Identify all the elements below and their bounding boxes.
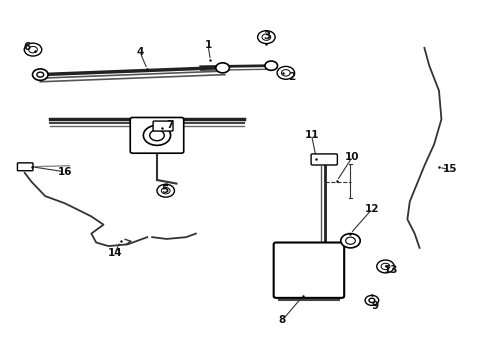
Circle shape (157, 184, 174, 197)
Text: 11: 11 (304, 130, 318, 140)
Text: 1: 1 (204, 40, 211, 50)
Circle shape (29, 46, 37, 53)
Circle shape (24, 43, 41, 56)
Text: 15: 15 (442, 164, 456, 174)
Circle shape (281, 69, 289, 76)
Text: 2: 2 (287, 72, 295, 82)
Circle shape (32, 69, 48, 80)
Circle shape (215, 63, 229, 73)
Text: 8: 8 (278, 315, 285, 325)
Text: 14: 14 (107, 248, 122, 258)
Text: 13: 13 (383, 265, 398, 275)
Text: 10: 10 (345, 152, 359, 162)
FancyBboxPatch shape (153, 121, 173, 131)
Circle shape (257, 31, 275, 44)
Text: 3: 3 (263, 31, 270, 41)
FancyBboxPatch shape (273, 243, 344, 298)
Text: 9: 9 (370, 301, 378, 311)
Circle shape (161, 188, 170, 194)
Text: 4: 4 (136, 47, 143, 57)
Text: 12: 12 (364, 204, 378, 214)
Circle shape (340, 234, 360, 248)
Text: 7: 7 (165, 120, 173, 130)
Circle shape (345, 237, 355, 244)
Circle shape (368, 298, 374, 302)
Circle shape (37, 72, 43, 77)
Circle shape (264, 61, 277, 70)
FancyBboxPatch shape (310, 154, 337, 165)
Text: 16: 16 (57, 167, 72, 177)
Text: 6: 6 (23, 42, 30, 52)
Text: 5: 5 (162, 185, 168, 195)
FancyBboxPatch shape (18, 163, 33, 171)
FancyBboxPatch shape (130, 117, 183, 153)
Circle shape (143, 125, 170, 145)
Circle shape (277, 66, 294, 79)
Circle shape (376, 260, 393, 273)
Circle shape (380, 263, 389, 270)
Circle shape (262, 34, 270, 40)
Circle shape (365, 296, 378, 305)
Circle shape (149, 130, 164, 141)
